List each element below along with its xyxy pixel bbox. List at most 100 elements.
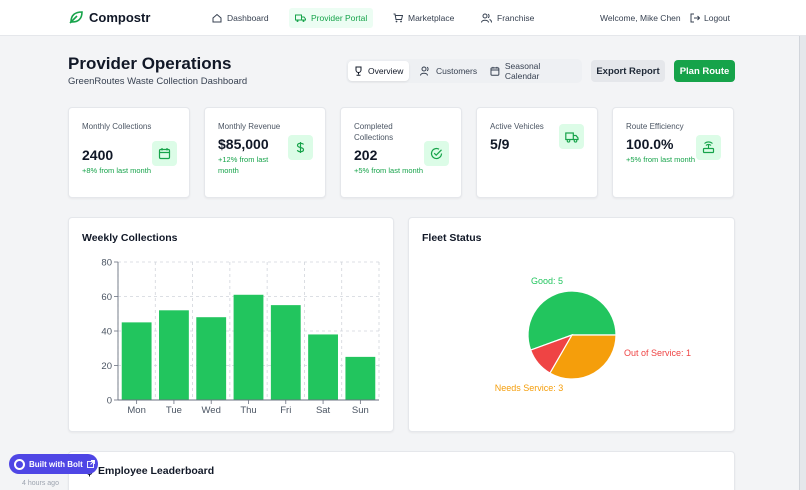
bar-sun[interactable] [345, 356, 376, 400]
bar-sat[interactable] [308, 334, 338, 400]
stat-label: Active Vehicles [490, 122, 544, 131]
stat-icon-box [288, 135, 313, 160]
check-circle-icon [430, 148, 443, 160]
stat-label: Completed Collections [354, 122, 394, 142]
logout-label: Logout [704, 13, 730, 23]
y-tick-label: 20 [101, 361, 112, 372]
stat-value: $85,000 [218, 136, 269, 152]
nav-item-marketplace[interactable]: Marketplace [387, 8, 460, 28]
stat-value: 5/9 [490, 136, 510, 152]
page-subtitle: GreenRoutes Waste Collection Dashboard [68, 76, 248, 87]
trophy-icon [355, 66, 362, 76]
router-icon [702, 141, 715, 154]
nav-item-franchise[interactable]: Franchise [475, 8, 540, 28]
tab-label: Seasonal Calendar [504, 61, 541, 81]
x-tick-label: Wed [202, 405, 221, 416]
stat-card-route-efficiency: Route Efficiency 100.0% +5% from last mo… [612, 107, 734, 198]
stat-icon-box [559, 124, 584, 149]
plan-route-button[interactable]: Plan Route [674, 60, 735, 82]
welcome-text: Welcome, Mike Chen [600, 13, 681, 23]
panel-title: Fleet Status [422, 232, 482, 244]
nav-item-label: Dashboard [227, 13, 269, 23]
calendar-icon [158, 148, 171, 160]
panel-title: Employee Leaderboard [98, 465, 215, 477]
x-tick-label: Fri [280, 405, 291, 416]
stat-trend: +8% from last month [82, 166, 151, 175]
stat-icon-box [696, 135, 721, 160]
users-icon [481, 13, 492, 23]
home-icon [212, 13, 222, 23]
tab-seasonal-calendar[interactable]: Seasonal Calendar [484, 61, 582, 81]
scrollbar[interactable] [799, 36, 806, 490]
export-report-button[interactable]: Export Report [591, 60, 665, 82]
badge-label: Built with Bolt [29, 459, 83, 469]
tab-customers[interactable]: Customers [414, 61, 483, 81]
logout-icon [690, 13, 700, 23]
pie-label: Out of Service: 1 [624, 348, 691, 358]
stat-value: 2400 [82, 147, 114, 163]
bar-wed[interactable] [196, 317, 227, 400]
y-tick-label: 0 [107, 396, 112, 407]
fleet-status-panel: Fleet Status Good: 5 Out of Service: 1 Nee… [408, 217, 735, 432]
y-tick-label: 60 [101, 292, 112, 303]
x-tick-label: Tue [166, 405, 182, 416]
stat-card-completed-collections: Completed Collections 202 +5% from last … [340, 107, 462, 198]
nav-item-dashboard[interactable]: Dashboard [206, 8, 275, 28]
stat-trend: +5% from last month [626, 155, 695, 164]
bar-thu[interactable] [233, 294, 264, 400]
brand-logo[interactable]: Compostr [68, 9, 150, 25]
cart-icon [393, 13, 403, 23]
tab-bar: Overview Customers Seasonal Calendar [346, 59, 582, 83]
fleet-status-chart: Good: 5 Out of Service: 1 Needs Service: 3 [495, 276, 691, 393]
pie-slice-0[interactable] [527, 290, 617, 351]
stat-card-monthly-revenue: Monthly Revenue $85,000 +12% from last m… [204, 107, 326, 198]
dollar-icon [296, 142, 305, 153]
stat-icon-box [424, 141, 449, 166]
page-title: Provider Operations [68, 54, 232, 73]
stat-value: 100.0% [626, 136, 674, 152]
stat-label: Route Efficiency [626, 122, 684, 131]
nav-item-provider-portal[interactable]: Provider Portal [289, 8, 374, 28]
bar-mon[interactable] [121, 322, 152, 400]
built-with-bolt-badge[interactable]: Built with Bolt [9, 454, 98, 474]
bar-tue[interactable] [159, 310, 189, 400]
stat-card-monthly-collections: Monthly Collections 2400 +8% from last m… [68, 107, 190, 198]
bar-fri[interactable] [270, 305, 301, 400]
truck-icon [564, 131, 579, 143]
stat-trend: +5% from last month [354, 166, 423, 175]
weekly-collections-chart: 0 20 40 60 80 Mon Tue Wed Thu Fri Sat Sun [101, 258, 380, 416]
external-link-icon [86, 460, 95, 468]
y-tick-label: 80 [101, 258, 112, 269]
stat-label: Monthly Revenue [218, 122, 281, 131]
x-tick-label: Sat [316, 405, 331, 416]
leaf-icon [69, 11, 83, 24]
weekly-collections-panel: Weekly Collections 0 20 40 60 80 Mon Tue Wed Thu… [68, 217, 394, 432]
x-tick-label: Mon [127, 405, 145, 416]
truck-icon [295, 14, 306, 22]
nav-item-label: Franchise [497, 13, 535, 23]
stat-icon-box [152, 141, 177, 166]
stat-value: 202 [354, 147, 378, 163]
y-tick-label: 40 [101, 327, 112, 338]
stat-card-active-vehicles: Active Vehicles 5/9 [476, 107, 598, 198]
bolt-logo-icon [14, 458, 25, 470]
nav-item-label: Provider Portal [311, 13, 368, 23]
x-tick-label: Sun [352, 405, 369, 416]
top-navbar: Compostr Dashboard Provider Portal Marke… [0, 0, 806, 36]
brand-name: Compostr [89, 9, 151, 25]
panel-title: Weekly Collections [82, 232, 178, 244]
employee-leaderboard-panel: Employee Leaderboard [68, 451, 735, 490]
logout-button[interactable]: Logout [690, 8, 730, 28]
nav-item-label: Marketplace [408, 13, 455, 23]
tab-label: Overview [368, 66, 404, 76]
x-tick-label: Thu [240, 405, 256, 416]
pie-slice-2[interactable] [549, 334, 617, 380]
users-icon [420, 66, 429, 76]
pie-label: Good: 5 [531, 276, 563, 286]
timestamp-text: 4 hours ago [22, 480, 59, 487]
tab-label: Customers [436, 66, 478, 76]
tab-overview[interactable]: Overview [348, 61, 410, 81]
calendar-icon [490, 66, 500, 76]
pie-label: Needs Service: 3 [495, 383, 564, 393]
stat-trend: +12% from last month [218, 155, 269, 175]
